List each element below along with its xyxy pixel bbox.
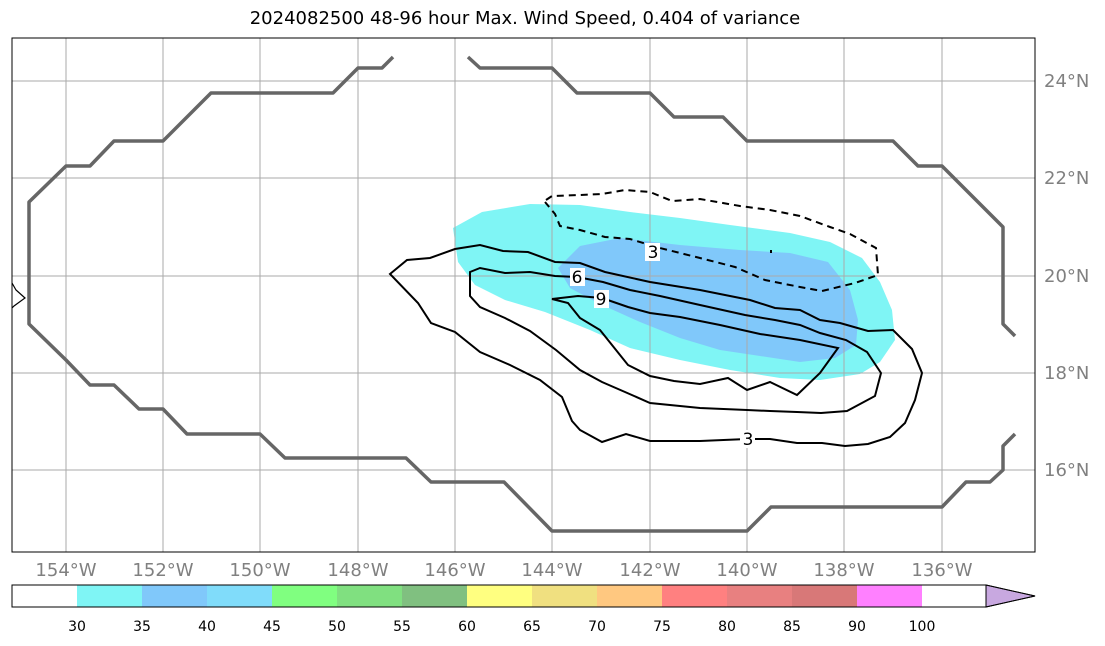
colorbar-boxes: [12, 585, 922, 607]
colorbar-box: [727, 585, 792, 607]
lat-label: 24°N: [1044, 71, 1089, 92]
colorbar-tick-label: 30: [68, 619, 86, 635]
graticule: [12, 38, 1035, 552]
contour-solid-3: [388, 243, 924, 448]
latitude-labels: 24°N 22°N 20°N 18°N 16°N: [1044, 71, 1089, 481]
coastline: [11, 282, 26, 309]
colorbar-tick-label: 100: [909, 619, 936, 635]
colorbar-tick-label: 50: [328, 619, 346, 635]
colorbar-box: [272, 585, 337, 607]
colorbar-box: [857, 585, 922, 607]
colorbar-outline: [11, 584, 1036, 608]
colorbar-box: [142, 585, 207, 607]
wind-35-fill: [558, 238, 858, 362]
colorbar-tick-label: 40: [198, 619, 216, 635]
colorbar-tick-label: 45: [263, 619, 281, 635]
lat-label: 18°N: [1044, 363, 1089, 384]
colorbar-tick-labels: 30 35 40 45 50 55 60 65 70 75 80 85 90 100: [68, 619, 935, 635]
colorbar-tick-label: 60: [458, 619, 476, 635]
colorbar-tick-label: 75: [653, 619, 671, 635]
domain-boundary: [27, 55, 1017, 533]
colorbar-box: [662, 585, 727, 607]
lon-label: 150°W: [229, 560, 290, 581]
contour-label-9: 9: [596, 290, 607, 310]
lon-label: 144°W: [521, 560, 582, 581]
lon-label: 140°W: [716, 560, 777, 581]
map-frame: [11, 37, 1036, 553]
lon-label: 146°W: [424, 560, 485, 581]
contour-label-6: 6: [572, 268, 583, 288]
colorbar-box: [532, 585, 597, 607]
colorbar-tick-label: 90: [848, 619, 866, 635]
lat-label: 16°N: [1044, 460, 1089, 481]
variance-contours: [388, 188, 924, 448]
longitude-labels: 154°W 152°W 150°W 148°W 146°W 144°W 142°…: [35, 560, 972, 581]
colorbar-box: [12, 585, 77, 607]
colorbar-box: [597, 585, 662, 607]
contour-labels: 3 6 9 3: [570, 243, 755, 450]
lon-label: 138°W: [813, 560, 874, 581]
contour-label-dashed-3: 3: [648, 243, 659, 263]
colorbar-box: [207, 585, 272, 607]
colorbar: 30 35 40 45 50 55 60 65 70 75 80 85 90 100: [11, 584, 1036, 635]
colorbar-extend-arrow: [985, 584, 1036, 608]
contour-dashed-3: [544, 188, 880, 293]
lon-label: 136°W: [911, 560, 972, 581]
colorbar-box: [402, 585, 467, 607]
colorbar-tick-label: 85: [783, 619, 801, 635]
lon-label: 148°W: [327, 560, 388, 581]
colorbar-box: [792, 585, 857, 607]
colorbar-box: [337, 585, 402, 607]
colorbar-box: [467, 585, 532, 607]
colorbar-tick-label: 70: [588, 619, 606, 635]
colorbar-tick-label: 80: [718, 619, 736, 635]
lat-label: 22°N: [1044, 168, 1089, 189]
colorbar-box: [77, 585, 142, 607]
chart-title: 2024082500 48-96 hour Max. Wind Speed, 0…: [249, 8, 801, 29]
contour-solid-9: [551, 294, 840, 397]
lon-label: 154°W: [35, 560, 96, 581]
wind-speed-shading: [453, 204, 895, 380]
colorbar-tick-label: 65: [523, 619, 541, 635]
colorbar-tick-label: 35: [133, 619, 151, 635]
contour-label-solid-3: 3: [743, 430, 754, 450]
lat-label: 20°N: [1044, 266, 1089, 287]
colorbar-tick-label: 55: [393, 619, 411, 635]
lon-label: 142°W: [619, 560, 680, 581]
lon-label: 152°W: [132, 560, 193, 581]
contour-solid-6: [469, 266, 883, 415]
